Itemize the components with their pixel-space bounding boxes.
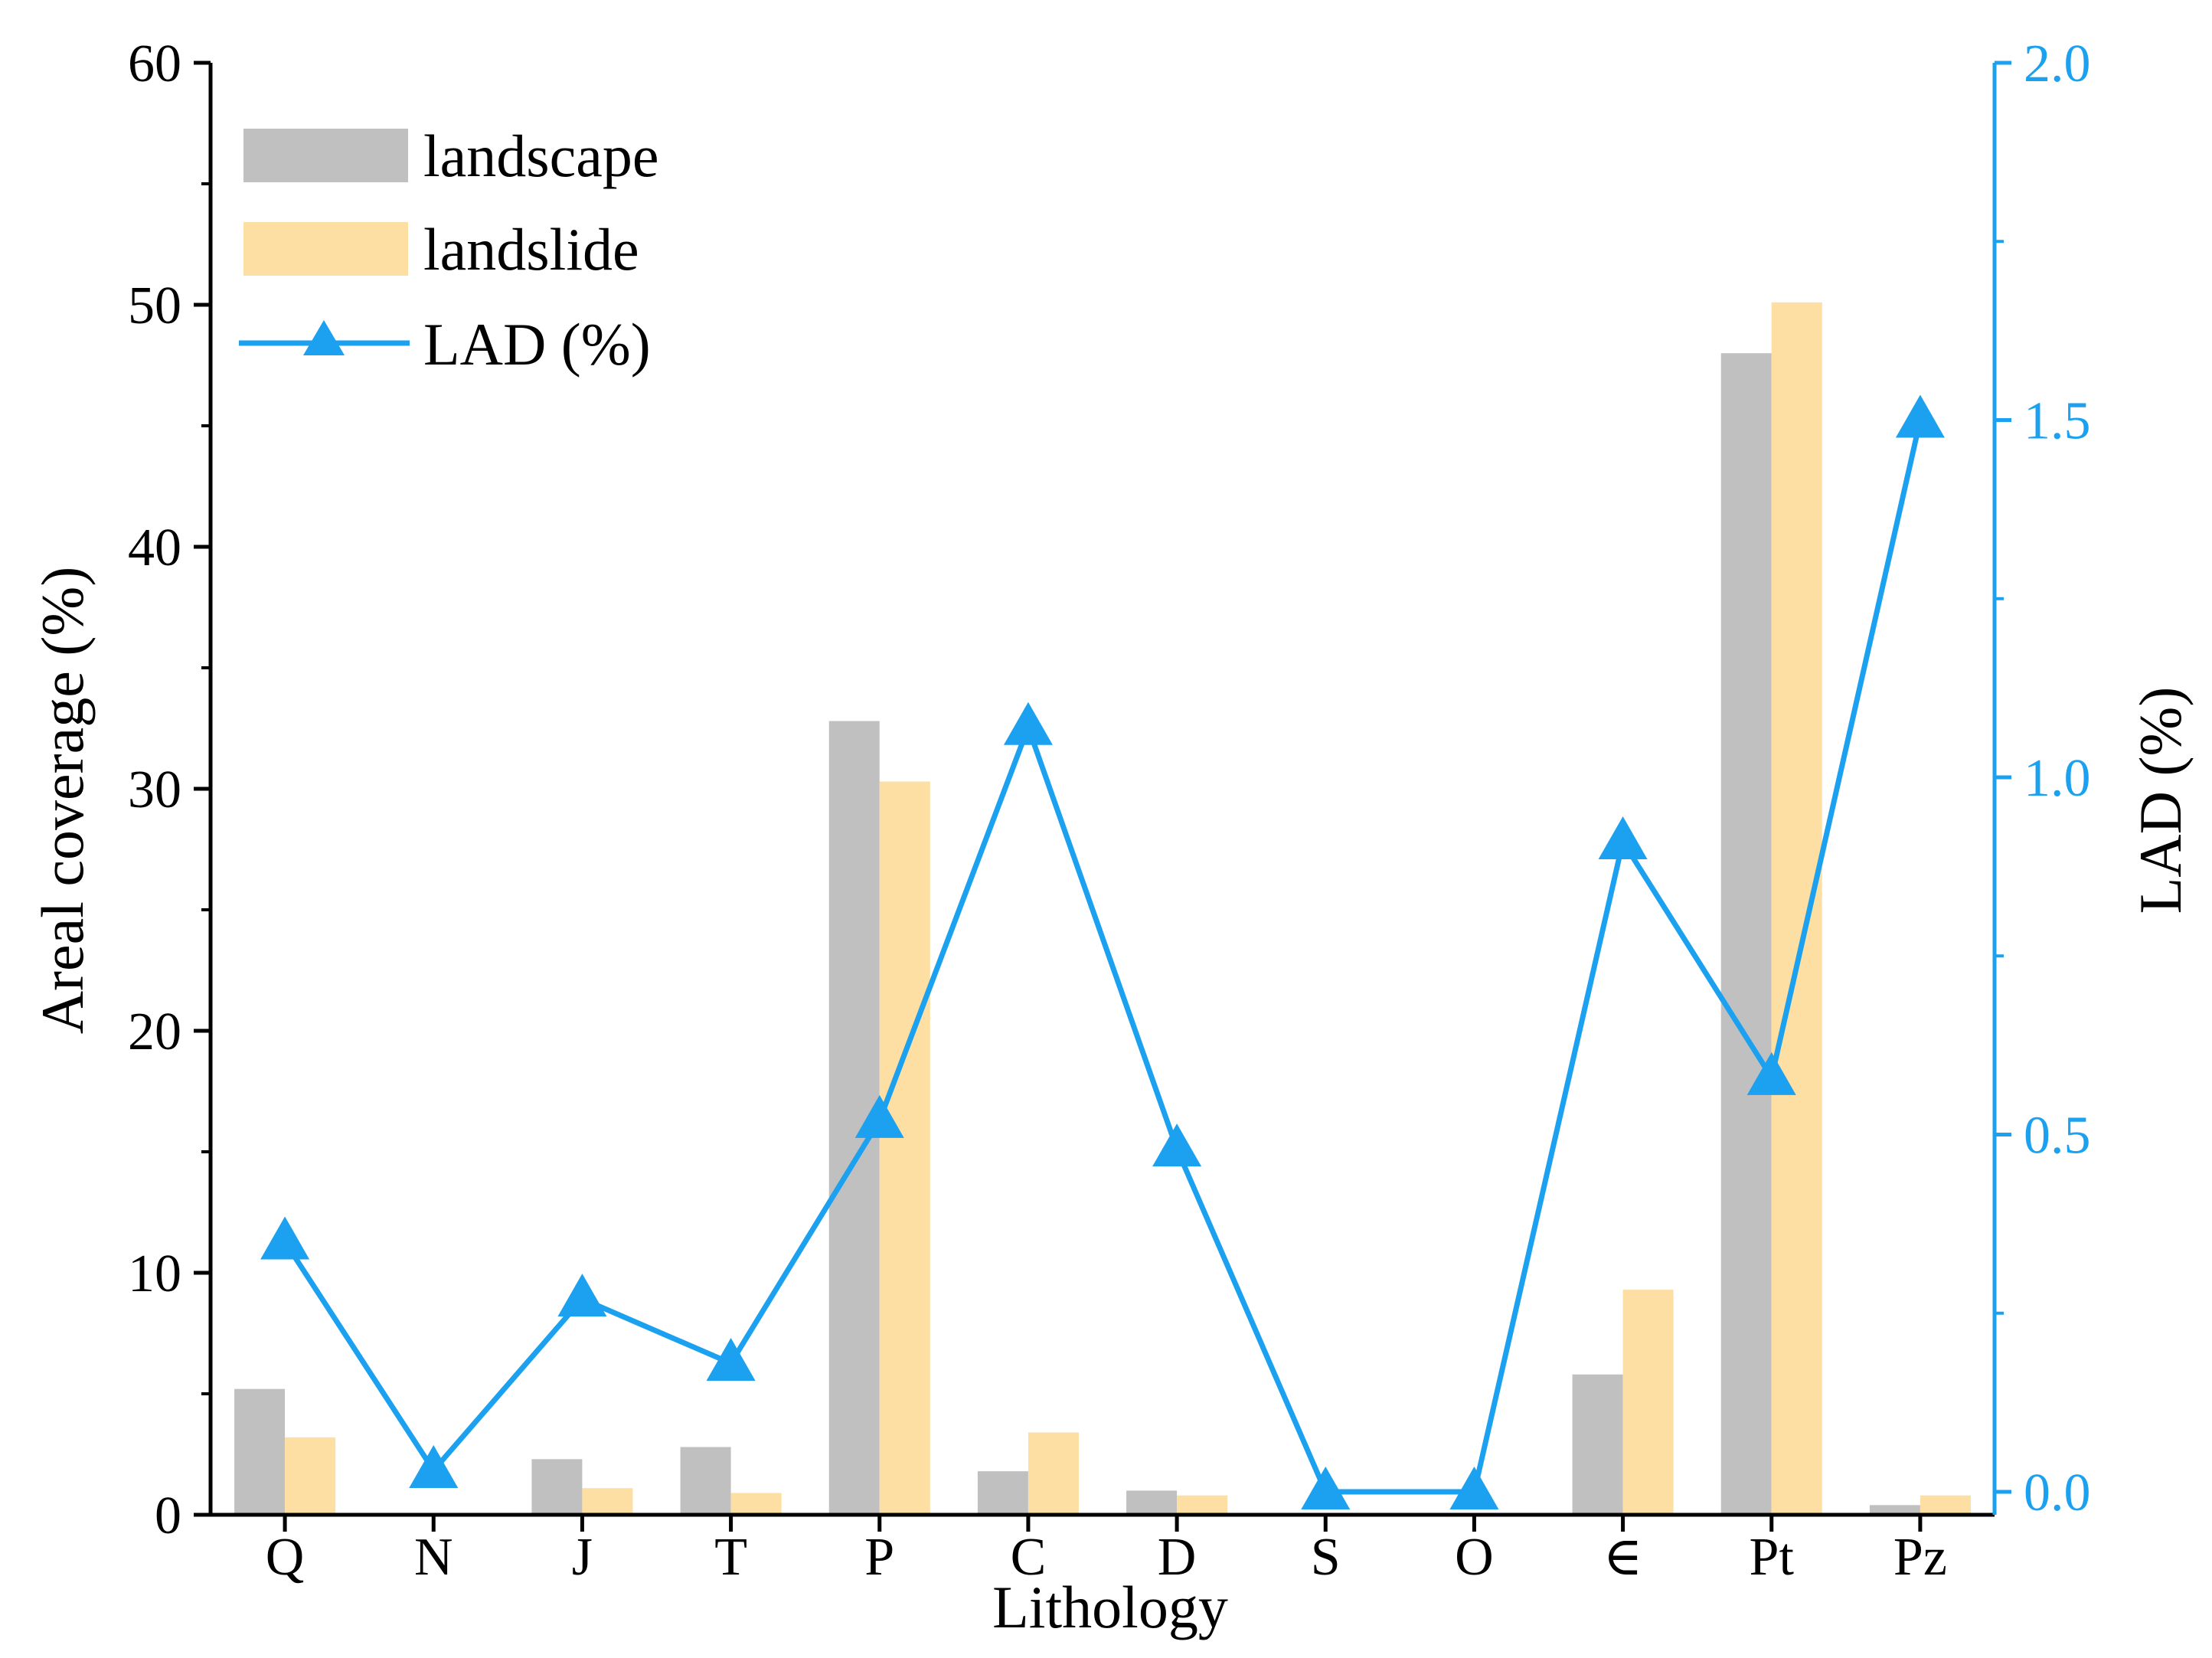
legend-swatch-landslide xyxy=(243,222,408,276)
x-tick-label-8: O xyxy=(1455,1528,1494,1587)
x-tick-label-7: S xyxy=(1311,1528,1341,1587)
bar-landslide-11 xyxy=(1920,1495,1971,1515)
lad-marker-4 xyxy=(854,1094,904,1138)
lad-line-layer xyxy=(260,394,1945,1509)
y2-tick-label-1: 0.5 xyxy=(2024,1107,2091,1166)
legend-label-landslide: landslide xyxy=(423,216,639,283)
axes-layer: 0 10 20 30 40 50 60 Q N J T P C D S O ∈ Pt Pz 0.0 0.5 1.0 1.5 2… xyxy=(128,34,2091,1587)
legend-label-lad: LAD (%) xyxy=(423,311,651,378)
y-tick-label-2: 20 xyxy=(128,1002,181,1061)
lad-marker-8 xyxy=(1449,1467,1499,1509)
x-tick-label-5: C xyxy=(1011,1528,1047,1587)
y2-axis-title: LAD (%) xyxy=(2127,687,2194,914)
bar-landslide-2 xyxy=(582,1488,633,1515)
bar-landslide-5 xyxy=(1028,1432,1079,1515)
lad-marker-6 xyxy=(1152,1123,1202,1167)
y-tick-label-6: 60 xyxy=(128,34,181,93)
y2-tick-label-2: 1.0 xyxy=(2024,749,2091,808)
x-tick-label-3: T xyxy=(714,1528,747,1587)
y-tick-label-4: 40 xyxy=(128,518,181,577)
lad-marker-1 xyxy=(409,1445,459,1489)
bar-landslide-0 xyxy=(285,1437,336,1515)
bar-landslide-4 xyxy=(879,781,930,1515)
y2-tick-label-3: 1.5 xyxy=(2024,392,2091,451)
lad-line xyxy=(283,419,1923,1495)
x-tick-label-2: J xyxy=(572,1528,593,1587)
x-tick-label-9: ∈ xyxy=(1603,1528,1643,1587)
bar-landscape-10 xyxy=(1720,353,1772,1516)
y-tick-label-0: 0 xyxy=(155,1486,181,1545)
x-tick-label-4: P xyxy=(864,1528,894,1587)
y2-tick-label-4: 2.0 xyxy=(2024,34,2091,93)
y-axis-title: Areal coverage (%) xyxy=(29,567,96,1035)
lad-marker-3 xyxy=(706,1338,756,1382)
bar-landslide-9 xyxy=(1622,1290,1674,1515)
lad-marker-10 xyxy=(1746,1051,1796,1095)
bar-landslide-3 xyxy=(730,1493,782,1515)
bar-landscape-0 xyxy=(234,1388,286,1515)
y-tick-label-5: 50 xyxy=(128,276,181,335)
bar-landscape-6 xyxy=(1126,1490,1178,1515)
bar-landscape-9 xyxy=(1572,1374,1623,1515)
y-tick-label-1: 10 xyxy=(128,1244,181,1303)
bar-landscape-3 xyxy=(680,1447,731,1515)
lad-marker-5 xyxy=(1003,701,1053,745)
y2-tick-label-0: 0.0 xyxy=(2024,1463,2091,1522)
bar-landslide-6 xyxy=(1177,1495,1228,1515)
legend: landscape landslide LAD (%) xyxy=(239,123,659,378)
x-tick-label-11: Pz xyxy=(1893,1528,1947,1587)
legend-marker-lad xyxy=(303,320,345,355)
y-tick-label-3: 30 xyxy=(128,760,181,819)
x-axis-title: Lithology xyxy=(992,1574,1228,1640)
x-tick-label-10: Pt xyxy=(1750,1528,1795,1587)
bar-landscape-11 xyxy=(1869,1505,1920,1515)
lad-marker-9 xyxy=(1598,816,1648,859)
x-tick-label-0: Q xyxy=(266,1528,305,1587)
legend-label-landscape: landscape xyxy=(423,123,659,189)
bars-layer xyxy=(234,302,1971,1516)
lad-marker-7 xyxy=(1301,1467,1351,1509)
bar-landscape-2 xyxy=(531,1459,583,1515)
x-tick-label-1: N xyxy=(414,1528,453,1587)
legend-swatch-landscape xyxy=(243,129,408,182)
bar-landscape-5 xyxy=(977,1471,1028,1515)
bar-landslide-10 xyxy=(1771,302,1822,1516)
lad-marker-11 xyxy=(1895,394,1945,438)
lad-marker-0 xyxy=(260,1216,310,1260)
lad-marker-2 xyxy=(557,1274,607,1317)
x-tick-label-6: D xyxy=(1158,1528,1197,1587)
